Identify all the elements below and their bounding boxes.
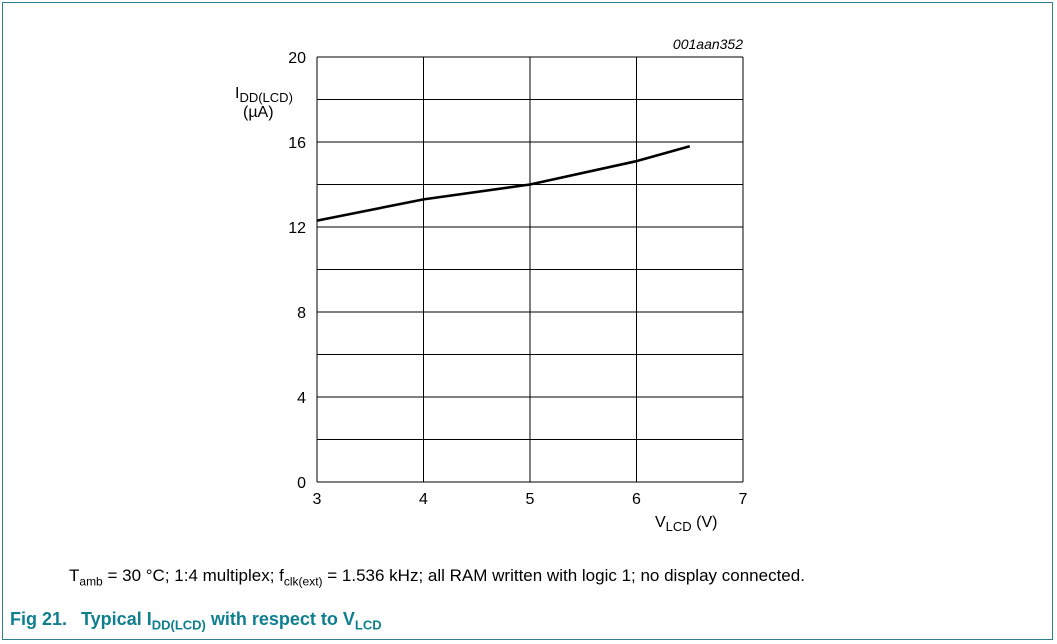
chart-footnote: Tamb = 30 °C; 1:4 multiplex; fclk(ext) =… xyxy=(69,566,805,589)
y-tick-label: 4 xyxy=(297,390,306,407)
y-tick-label: 20 xyxy=(288,50,306,67)
y-axis-unit: (µA) xyxy=(243,104,274,121)
x-tick-label: 4 xyxy=(419,491,428,508)
figure-caption: Fig 21. Typical IDD(LCD) with respect to … xyxy=(10,609,382,633)
x-tick-label: 5 xyxy=(526,491,535,508)
y-tick-label: 0 xyxy=(297,475,306,492)
series-line xyxy=(316,144,691,222)
x-tick-label: 7 xyxy=(739,491,748,508)
figure-code: 001aan352 xyxy=(673,36,743,52)
series-lines xyxy=(316,144,691,222)
y-tick-label: 12 xyxy=(288,220,306,237)
x-axis-label: VLCD (V) xyxy=(655,514,717,534)
y-tick-label: 8 xyxy=(297,305,306,322)
figure-title: Typical IDD(LCD) with respect to VLCD xyxy=(81,609,382,633)
tick-labels: 0 4 8 12 16 20 3 4 5 6 7 xyxy=(288,50,747,508)
grid-lines xyxy=(316,56,744,483)
line-chart: 0 4 8 12 16 20 3 4 5 6 7 001aan352 IDD(LCD) (µA) V… xyxy=(235,36,748,534)
x-tick-label: 3 xyxy=(313,491,322,508)
figure-number: Fig 21. xyxy=(10,609,68,629)
y-axis-label: IDD(LCD) xyxy=(235,85,293,105)
x-tick-label: 6 xyxy=(632,491,641,508)
y-tick-label: 16 xyxy=(288,135,306,152)
